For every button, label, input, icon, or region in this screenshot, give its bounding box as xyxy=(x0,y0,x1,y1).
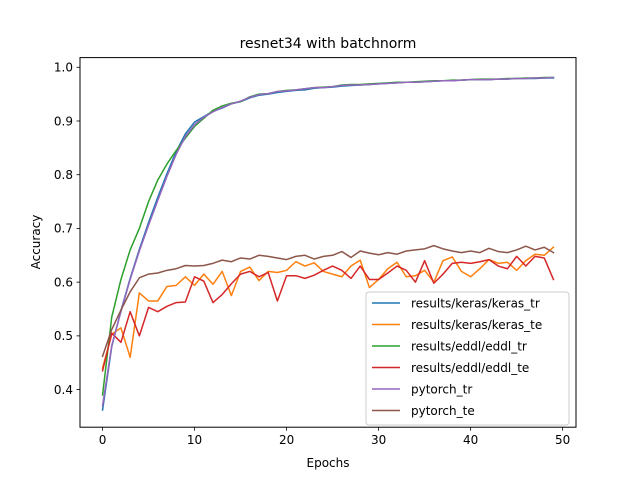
x-axis: 0 10 20 30 40 50 xyxy=(99,427,570,447)
x-tick-label: 20 xyxy=(279,433,294,447)
y-tick-label: 0.8 xyxy=(54,168,73,182)
x-tick-label: 50 xyxy=(555,433,570,447)
legend-label: pytorch_te xyxy=(411,404,475,418)
y-tick-label: 0.6 xyxy=(54,275,73,289)
series-line-3 xyxy=(101,255,555,372)
series-line-1 xyxy=(101,246,555,370)
y-axis: 0.4 0.5 0.6 0.7 0.8 0.9 1.0 xyxy=(54,61,80,397)
y-tick-label: 0.4 xyxy=(54,383,73,397)
plot-frame xyxy=(79,57,577,428)
series-layer xyxy=(101,76,555,411)
legend-label: results/eddl/eddl_tr xyxy=(411,339,527,353)
x-tick-label: 30 xyxy=(371,433,386,447)
legend: results/keras/keras_tr results/keras/kera… xyxy=(365,291,570,426)
y-tick-label: 1.0 xyxy=(54,61,73,75)
legend-label: results/keras/keras_tr xyxy=(411,296,540,310)
series-line-5 xyxy=(101,244,555,358)
x-tick-label: 0 xyxy=(99,433,107,447)
legend-label: results/eddl/eddl_te xyxy=(411,361,529,375)
y-tick-label: 0.5 xyxy=(54,329,73,343)
y-tick-label: 0.7 xyxy=(54,222,73,236)
x-tick-label: 10 xyxy=(187,433,202,447)
y-tick-label: 0.9 xyxy=(54,114,73,128)
chart-title: resnet34 with batchnorm xyxy=(240,36,417,52)
legend-box xyxy=(365,291,570,426)
x-tick-label: 40 xyxy=(463,433,478,447)
y-axis-label: Accuracy xyxy=(29,215,43,270)
x-axis-label: Epochs xyxy=(307,456,350,470)
legend-label: pytorch_tr xyxy=(411,382,472,396)
series-line-4 xyxy=(101,76,555,407)
legend-label: results/keras/keras_te xyxy=(411,318,542,332)
